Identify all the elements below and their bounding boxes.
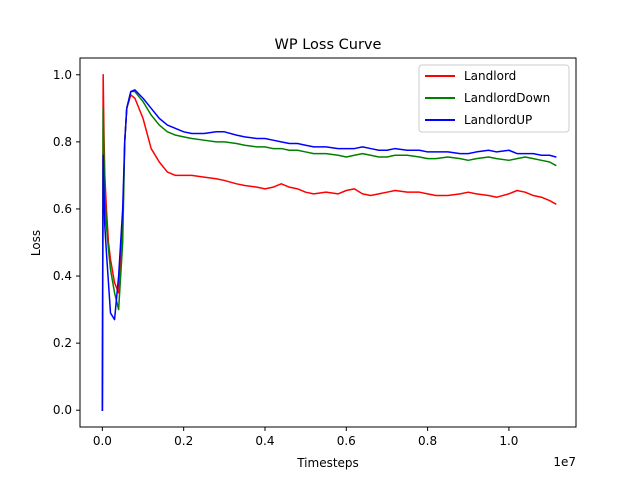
x-tick-label: 1.0 (499, 434, 518, 448)
series-line-landlordup (101, 89, 557, 411)
legend-label-landlord: Landlord (464, 69, 516, 83)
x-tick-label: 0.8 (418, 434, 437, 448)
x-tick-label: 0.6 (337, 434, 356, 448)
x-axis-offset-text: 1e7 (553, 455, 576, 469)
plot-area (79, 57, 577, 428)
x-axis-ticks: 0.0 0.2 0.4 0.6 0.8 1.0 (93, 427, 518, 448)
x-tick-label: 0.0 (93, 434, 112, 448)
x-axis-label: Timesteps (296, 456, 359, 470)
y-axis-ticks: 0.0 0.2 0.4 0.6 0.8 1.0 (53, 68, 80, 417)
y-tick-label: 0.2 (53, 336, 72, 350)
legend-label-landlorddown: LandlordDown (464, 91, 550, 105)
series-layer (101, 74, 557, 411)
y-tick-label: 0.0 (53, 403, 72, 417)
x-tick-label: 0.2 (174, 434, 193, 448)
y-axis-label: Loss (29, 230, 43, 256)
legend: Landlord LandlordDown LandlordUP (418, 64, 570, 133)
legend-label-landlordup: LandlordUP (464, 113, 532, 127)
y-tick-label: 0.6 (53, 202, 72, 216)
y-tick-label: 0.8 (53, 135, 72, 149)
y-tick-label: 1.0 (53, 68, 72, 82)
legend-frame (418, 64, 570, 133)
y-tick-label: 0.4 (53, 269, 72, 283)
x-tick-label: 0.4 (255, 434, 274, 448)
axes-frame (79, 57, 577, 428)
chart-title: WP Loss Curve (275, 37, 382, 53)
